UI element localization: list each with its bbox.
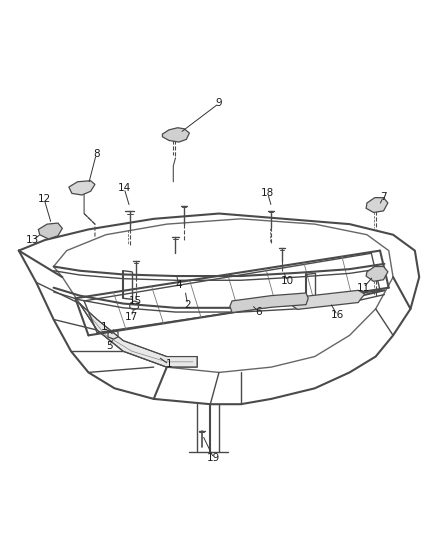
Text: 17: 17 <box>124 312 138 322</box>
Text: 1: 1 <box>166 359 172 369</box>
Text: 4: 4 <box>176 280 182 290</box>
Text: 8: 8 <box>93 149 99 159</box>
Text: 15: 15 <box>129 296 142 306</box>
Polygon shape <box>162 128 189 142</box>
Polygon shape <box>39 223 62 239</box>
Polygon shape <box>366 266 388 281</box>
Text: 11: 11 <box>357 282 370 293</box>
Text: 5: 5 <box>106 341 113 351</box>
Text: 2: 2 <box>184 300 191 310</box>
Polygon shape <box>230 293 308 312</box>
Text: 9: 9 <box>215 99 223 108</box>
Text: 19: 19 <box>207 453 220 463</box>
Text: 16: 16 <box>331 310 344 320</box>
Text: 1: 1 <box>100 322 107 333</box>
Text: 12: 12 <box>37 193 51 204</box>
Text: 10: 10 <box>281 276 294 286</box>
Polygon shape <box>366 198 388 213</box>
Text: 13: 13 <box>26 235 39 245</box>
Text: 14: 14 <box>117 183 131 193</box>
Text: 7: 7 <box>380 191 387 201</box>
Text: 6: 6 <box>255 306 261 317</box>
Polygon shape <box>291 290 365 309</box>
Text: 18: 18 <box>261 188 274 198</box>
Polygon shape <box>80 304 197 367</box>
Polygon shape <box>69 181 95 195</box>
